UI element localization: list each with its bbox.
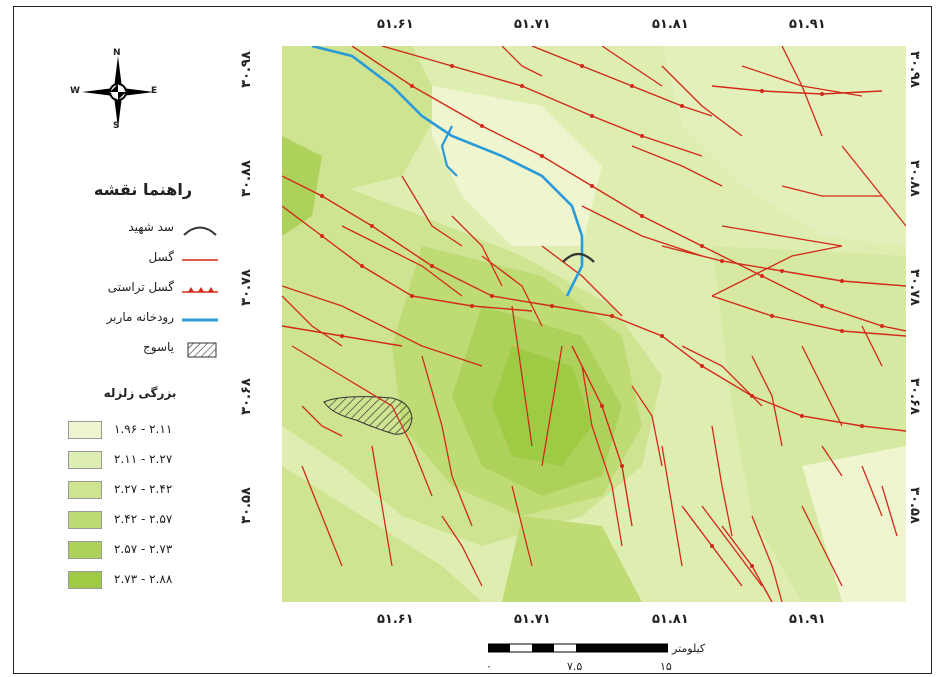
tick-right-5: ۳۰.۵۸ (906, 487, 922, 524)
legend-item-river: رودخانه ماربر (40, 308, 220, 332)
tick-right-4: ۳۰.۶۸ (906, 378, 922, 415)
fault-line-icon (182, 259, 218, 261)
magnitude-class-label: ۲.۲۷ - ۲.۴۲ (114, 482, 173, 496)
zone-11 (282, 466, 482, 602)
magnitude-swatch (68, 481, 102, 499)
river-branch (440, 125, 458, 177)
scale-label-2: ۱۵ (660, 660, 672, 673)
legend-label-city: یاسوج (143, 340, 174, 354)
thrust-fault-icon (182, 287, 218, 293)
magnitude-class-label: ۲.۵۷ - ۲.۷۳ (114, 542, 173, 556)
tick-bottom-1: ۵۱.۶۱ (377, 612, 414, 627)
tick-top-3: ۵۱.۸۱ (652, 17, 689, 32)
dam-symbol-icon (183, 226, 217, 236)
tick-left-4: ۳۰.۶۸ (238, 378, 254, 415)
legend-label-fault: گسل (148, 250, 174, 264)
magnitude-class-row: ۲.۷۳ - ۲.۸۸ (68, 571, 238, 591)
legend-item-thrust-fault: گسل تراستی (40, 278, 220, 302)
zone-1 (282, 46, 442, 196)
tick-right-3: ۳۰.۷۸ (906, 269, 922, 306)
tick-top-4: ۵۱.۹۱ (789, 17, 826, 32)
zone-10 (802, 446, 906, 602)
legend-title: راهنما نقشه (93, 180, 193, 199)
tick-left-2: ۳۰.۸۸ (238, 160, 254, 197)
south-label: S (113, 121, 120, 131)
shahid-dam-icon (562, 252, 595, 263)
scale-bar (488, 643, 668, 653)
legend-item-dam: سد شهید (40, 218, 220, 242)
tick-top-1: ۵۱.۶۱ (377, 17, 414, 32)
north-label: N (113, 48, 121, 58)
tick-bottom-3: ۵۱.۸۱ (652, 612, 689, 627)
legend-label-river: رودخانه ماربر (106, 310, 174, 324)
magnitude-class-row: ۲.۲۷ - ۲.۴۲ (68, 481, 238, 501)
magnitude-class-row: ۲.۱۱ - ۲.۲۷ (68, 451, 238, 471)
tick-bottom-4: ۵۱.۹۱ (789, 612, 826, 627)
tick-right-1: ۳۰.۹۸ (906, 51, 922, 88)
magnitude-swatch (68, 511, 102, 529)
magnitude-legend-title: بزرگی زلزله (103, 386, 177, 400)
tick-left-3: ۳۰.۷۸ (238, 269, 254, 306)
scale-unit: کیلومتر (672, 642, 706, 655)
legend-item-city: یاسوج (40, 338, 220, 362)
tick-top-2: ۵۱.۷۱ (514, 17, 551, 32)
tick-right-2: ۳۰.۸۸ (906, 160, 922, 197)
magnitude-class-row: ۱.۹۶ - ۲.۱۱ (68, 421, 238, 441)
legend-label-thrust-fault: گسل تراستی (107, 280, 174, 294)
magnitude-swatch (68, 451, 102, 469)
magnitude-class-label: ۲.۷۳ - ۲.۸۸ (114, 572, 173, 586)
magnitude-class-row: ۲.۵۷ - ۲.۷۳ (68, 541, 238, 561)
legend-item-fault: گسل (40, 248, 220, 272)
zone-12 (502, 516, 642, 602)
magnitude-swatch (68, 421, 102, 439)
magnitude-class-label: ۲.۱۱ - ۲.۲۷ (114, 452, 173, 466)
tick-left-5: ۳۰.۵۸ (238, 487, 254, 524)
scale-label-1: ۷.۵ (567, 660, 583, 673)
magnitude-class-row: ۲.۴۲ - ۲.۵۷ (68, 511, 238, 531)
tick-bottom-2: ۵۱.۷۱ (514, 612, 551, 627)
scale-label-0: ۰ (486, 660, 492, 673)
map-canvas (282, 46, 906, 602)
tick-left-1: ۳۰.۹۸ (238, 51, 254, 88)
zone-5 (492, 346, 592, 466)
thrust-teeth (320, 64, 884, 568)
magnitude-class-label: ۱.۹۶ - ۲.۱۱ (114, 422, 173, 436)
marbor-river (311, 46, 584, 297)
magnitude-class-label: ۲.۴۲ - ۲.۵۷ (114, 512, 173, 526)
hatch-area-icon (187, 342, 217, 358)
magnitude-swatch (68, 571, 102, 589)
north-arrow-icon (82, 56, 154, 128)
faults-layer (282, 46, 906, 602)
magnitude-swatch (68, 541, 102, 559)
legend-label-dam: سد شهید (128, 220, 174, 234)
east-label: E (151, 86, 158, 96)
zone-7 (432, 86, 602, 246)
river-line-icon (182, 318, 218, 322)
west-label: W (70, 86, 80, 96)
